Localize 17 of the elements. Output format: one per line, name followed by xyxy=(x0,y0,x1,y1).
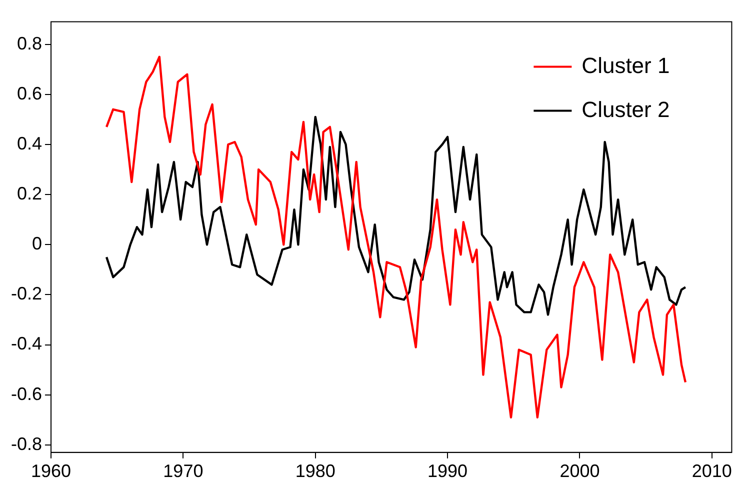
y-tick-label: 0.4 xyxy=(16,133,42,154)
x-tick-label: 1960 xyxy=(30,461,72,482)
x-tick-label: 1990 xyxy=(428,461,468,482)
y-tick-label: -0.8 xyxy=(10,434,42,454)
legend-label: Cluster 2 xyxy=(582,96,670,122)
x-tick-label: 2000 xyxy=(560,461,600,482)
x-tick-label: 2010 xyxy=(692,461,732,482)
y-tick-label: 0.8 xyxy=(16,33,42,54)
x-tick-label: 1970 xyxy=(163,461,204,482)
y-tick-label: 0.2 xyxy=(16,184,42,204)
y-tick-label: -0.6 xyxy=(10,384,42,404)
y-tick-label: -0.4 xyxy=(10,334,42,354)
legend-label: Cluster 1 xyxy=(582,52,670,78)
y-tick-label: -0.2 xyxy=(10,284,42,304)
y-tick-label: 0 xyxy=(32,234,42,254)
x-tick-label: 1980 xyxy=(295,461,336,482)
y-tick-label: 0.6 xyxy=(16,83,42,104)
